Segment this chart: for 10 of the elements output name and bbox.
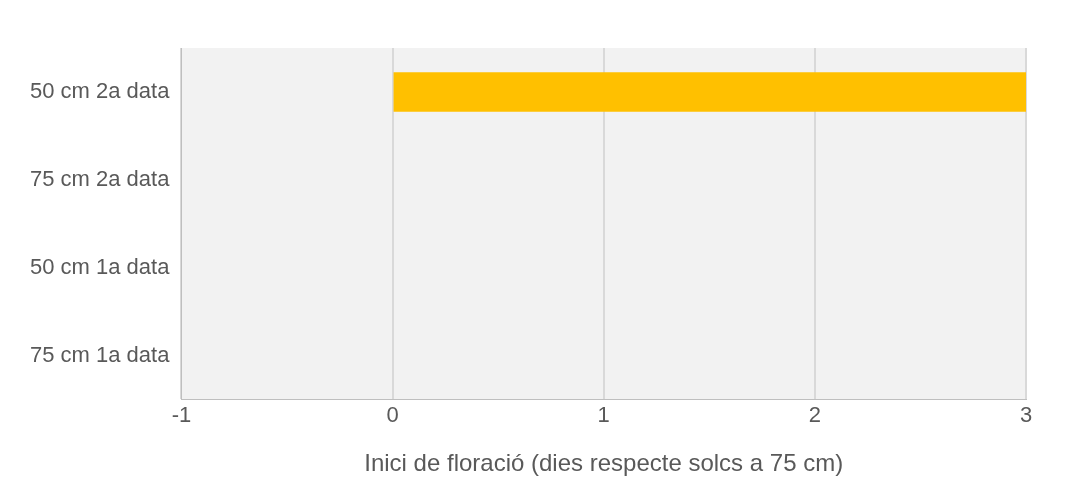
x-tick-label: 2 — [808, 402, 821, 428]
x-tick-label: -1 — [171, 402, 192, 428]
y-tick-label: 75 cm 2a data — [29, 165, 171, 191]
y-tick-label: 50 cm 2a data — [29, 78, 171, 104]
y-tick-label: 50 cm 1a data — [29, 253, 171, 279]
x-tick-label: 1 — [597, 402, 610, 428]
x-axis-title: Inici de floració (dies respecte solcs a 75 cm) — [364, 449, 844, 477]
x-tick-label: 0 — [386, 402, 399, 428]
y-tick-label: 75 cm 1a data — [29, 341, 171, 367]
x-tick-label: 3 — [1019, 402, 1033, 428]
